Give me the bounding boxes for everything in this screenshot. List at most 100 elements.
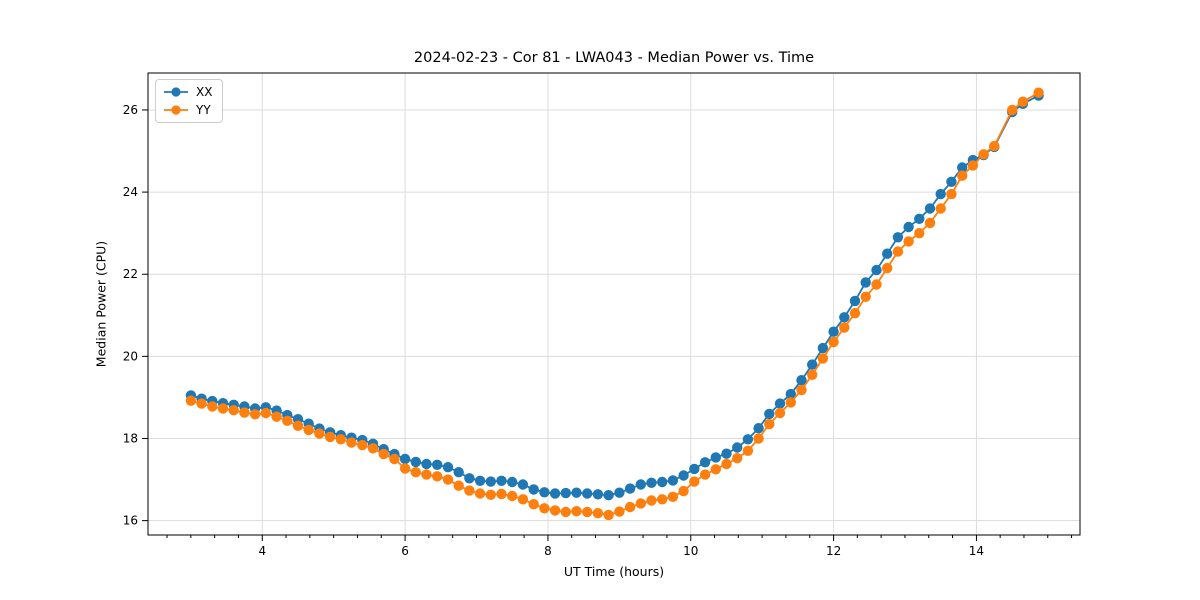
- x-axis-label: UT Time (hours): [563, 564, 665, 579]
- data-point: [860, 277, 871, 288]
- data-point: [828, 336, 839, 348]
- data-point: [592, 508, 604, 519]
- data-point: [239, 407, 250, 418]
- data-point: [903, 221, 914, 233]
- data-point: [217, 403, 229, 414]
- data-point: [335, 434, 346, 445]
- data-point: [442, 474, 454, 485]
- data-point: [474, 475, 486, 486]
- data-point: [432, 471, 443, 482]
- data-point: [282, 415, 293, 426]
- data-point: [614, 487, 625, 498]
- y-tick-label: 22: [123, 267, 138, 281]
- data-point: [624, 483, 636, 494]
- data-point: [699, 469, 711, 480]
- data-point: [346, 437, 357, 448]
- data-point: [785, 388, 796, 400]
- data-point: [571, 506, 582, 517]
- data-point: [924, 203, 936, 214]
- data-point: [539, 503, 550, 514]
- y-axis-label: Median Power (CPU): [93, 240, 109, 368]
- data-point: [978, 149, 989, 160]
- data-point: [635, 479, 646, 490]
- data-point: [432, 459, 443, 470]
- data-point: [378, 448, 389, 460]
- data-point: [657, 494, 668, 505]
- legend-label-XX: XX: [196, 85, 213, 99]
- data-point: [1017, 96, 1029, 107]
- data-point: [678, 485, 689, 497]
- data-point: [592, 489, 604, 500]
- data-point: [774, 398, 786, 409]
- data-point: [421, 469, 432, 480]
- data-point: [464, 485, 475, 496]
- data-point: [914, 228, 925, 239]
- data-point: [453, 480, 464, 491]
- data-point: [507, 490, 518, 502]
- legend-swatch-YY: [164, 105, 188, 115]
- data-point: [860, 291, 871, 302]
- x-tick-label: 6: [401, 544, 409, 558]
- data-point: [721, 458, 732, 470]
- data-point: [882, 248, 893, 259]
- data-point: [935, 203, 946, 214]
- data-point: [260, 407, 271, 419]
- data-point: [1007, 104, 1018, 116]
- legend-label-YY: YY: [196, 103, 211, 117]
- data-point: [817, 353, 829, 364]
- data-point: [871, 279, 882, 290]
- legend-marker-icon: [171, 105, 181, 115]
- legend-marker-icon: [171, 87, 181, 97]
- data-point: [410, 456, 421, 468]
- data-point: [849, 308, 861, 319]
- data-point: [807, 359, 818, 370]
- data-point: [571, 487, 582, 498]
- data-point: [946, 188, 957, 200]
- data-point: [849, 295, 861, 307]
- axis-ticks: 4 6 8 10 12 14 16 18 20 22 24 26: [123, 103, 984, 558]
- data-point: [292, 420, 304, 431]
- y-tick-label: 26: [123, 103, 138, 117]
- data-point: [785, 397, 796, 408]
- data-point: [453, 467, 464, 478]
- data-point: [742, 445, 754, 456]
- data-point: [699, 457, 711, 468]
- data-point: [689, 463, 700, 475]
- data-point: [485, 489, 496, 500]
- data-point: [399, 453, 411, 465]
- data-point: [507, 476, 518, 488]
- data-point: [603, 490, 614, 501]
- data-point: [946, 176, 957, 187]
- data-point: [839, 322, 850, 333]
- data-point: [614, 506, 625, 517]
- data-point: [324, 431, 336, 443]
- gridlines: [148, 73, 1080, 535]
- x-tick-label: 10: [683, 544, 698, 558]
- data-point: [185, 395, 197, 406]
- data-point: [753, 423, 764, 434]
- data-point: [710, 464, 721, 475]
- data-point: [271, 411, 282, 422]
- data-point: [560, 506, 571, 518]
- data-point: [517, 479, 529, 490]
- data-point: [807, 369, 818, 380]
- data-point: [442, 462, 454, 473]
- data-point: [1033, 87, 1044, 98]
- data-point: [517, 494, 529, 505]
- data-point: [742, 434, 754, 445]
- data-point: [967, 160, 979, 171]
- data-point: [399, 463, 411, 474]
- data-point: [828, 326, 839, 337]
- x-tick-label: 4: [258, 544, 266, 558]
- data-point: [667, 475, 679, 486]
- data-point: [624, 501, 636, 513]
- data-point: [871, 264, 882, 276]
- data-point: [496, 475, 507, 486]
- data-point: [957, 170, 968, 181]
- x-tick-label: 14: [969, 544, 984, 558]
- data-point: [549, 488, 561, 499]
- data-point: [764, 418, 775, 430]
- data-point: [646, 495, 657, 506]
